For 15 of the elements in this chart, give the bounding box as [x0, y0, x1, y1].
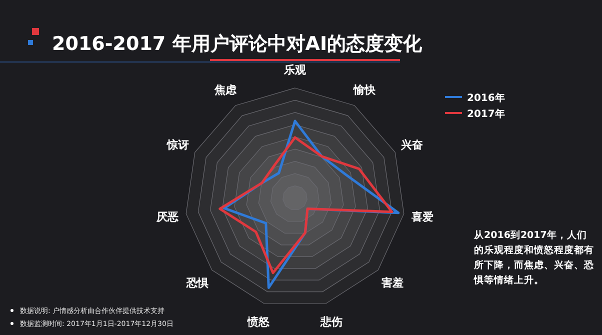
spoke-label: 悲伤 — [319, 315, 342, 328]
spoke-label: 愤怒 — [246, 315, 271, 328]
spoke-label: 乐观 — [283, 63, 307, 76]
text: 从2016到2017年，人们的乐观程度和愤怒程度都有所下降，而焦虑、兴奋、恐惧等情绪上升。 — [473, 229, 594, 286]
legend-label: 2016年 — [467, 92, 505, 104]
legend-label: 2017年 — [467, 108, 505, 120]
spoke-label: 愉快 — [352, 84, 377, 97]
spoke-label: 害羞 — [381, 276, 404, 290]
spoke-label: 喜爱 — [410, 210, 434, 224]
spoke-label: 焦虑 — [213, 84, 238, 97]
chart-title: 2016-2017 年用户评论中对AI的态度变化 — [52, 33, 424, 55]
spoke-label: 厌恶 — [156, 210, 179, 224]
spoke-label: 惊讶 — [166, 138, 189, 152]
spoke-label: 恐惧 — [186, 276, 209, 290]
spoke-label: 兴奋 — [400, 138, 424, 152]
